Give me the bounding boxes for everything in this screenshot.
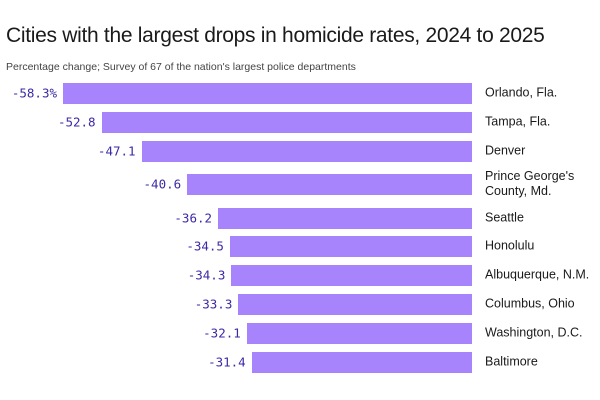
bar: [231, 264, 472, 286]
value-label: -36.2: [174, 210, 213, 226]
value-label: -58.3%: [11, 85, 57, 101]
bar: [246, 322, 472, 344]
category-label: Washington, D.C.: [485, 325, 583, 340]
category-label: Albuquerque, N.M.: [485, 267, 590, 282]
value-label: -33.3: [194, 296, 233, 312]
bar: [238, 293, 472, 315]
bar: [229, 235, 472, 257]
value-label: -34.5: [186, 238, 224, 254]
chart-title: Cities with the largest drops in homicid…: [6, 24, 545, 47]
category-label: Honolulu: [485, 238, 535, 253]
value-label: -31.4: [208, 354, 246, 370]
bar: [101, 111, 472, 133]
chart-subtitle: Percentage change; Survey of 67 of the n…: [6, 61, 356, 73]
value-label: -52.8: [57, 114, 96, 130]
bar: [141, 140, 472, 162]
category-label: Orlando, Fla.: [485, 85, 558, 100]
category-label: Columbus, Ohio: [485, 296, 575, 311]
category-label: Tampa, Fla.: [485, 114, 551, 129]
bar: [63, 82, 472, 104]
bar: [218, 207, 472, 229]
value-label: -34.3: [187, 267, 226, 283]
value-label: -47.1: [97, 143, 136, 159]
category-label: Baltimore: [485, 354, 538, 369]
bar: [251, 351, 472, 373]
value-label: -32.1: [203, 325, 241, 341]
bar: [187, 173, 472, 195]
category-label: Seattle: [485, 210, 524, 225]
category-label: Prince George's County, Md.: [485, 169, 575, 198]
value-label: -40.6: [143, 176, 182, 192]
category-label: Denver: [485, 143, 526, 158]
